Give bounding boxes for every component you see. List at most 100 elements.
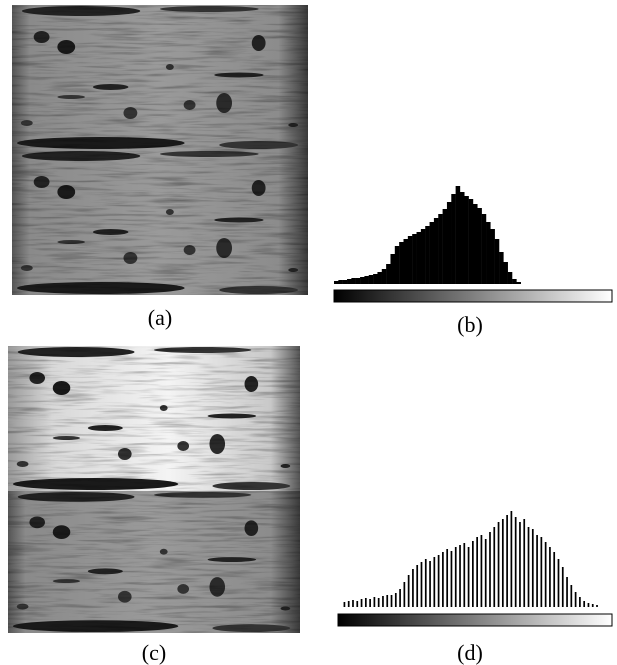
histogram-bar	[507, 272, 513, 284]
histogram-bar	[386, 595, 389, 607]
histogram-bar	[373, 597, 376, 607]
histogram-bar	[463, 543, 466, 607]
histogram-bar	[364, 598, 367, 607]
histogram-bar	[510, 511, 513, 607]
histogram-bar	[442, 552, 444, 607]
histogram-bar	[587, 603, 590, 607]
histogram-bar	[381, 269, 387, 284]
histogram-bar	[512, 279, 517, 284]
histogram-bar	[514, 517, 517, 607]
histogram-bar	[382, 596, 384, 607]
histogram-bar	[579, 597, 581, 607]
histogram-bar	[355, 278, 361, 284]
histogram-bar	[438, 214, 443, 284]
histogram-bar	[596, 605, 598, 607]
histogram-bar	[503, 262, 508, 284]
histogram-bar	[506, 515, 508, 607]
histogram-bar	[377, 272, 382, 284]
histogram-bar	[519, 522, 521, 607]
histogram-bar	[446, 202, 452, 284]
histogram-bar	[455, 186, 461, 284]
histogram-bar	[523, 519, 526, 607]
histogram-bar	[334, 281, 339, 284]
histogram-bar	[459, 192, 465, 284]
histogram-bar	[403, 582, 406, 607]
histogram-bar	[490, 229, 495, 284]
histogram-bar	[486, 222, 491, 284]
histogram	[343, 511, 598, 607]
histogram-bar	[489, 532, 491, 607]
histogram-bar	[356, 601, 359, 607]
histogram-bar	[360, 599, 363, 607]
histogram-bar	[467, 547, 470, 607]
histogram-bar	[481, 214, 487, 284]
histogram-bar	[399, 242, 404, 284]
histogram-bar	[493, 527, 496, 607]
histogram-bar	[412, 569, 414, 607]
histogram-bar	[468, 199, 474, 284]
histogram-bar	[342, 280, 348, 284]
histogram-bar	[499, 252, 504, 284]
histogram-bar	[420, 229, 426, 284]
histogram-bar	[570, 585, 573, 607]
histogram-bar	[450, 551, 453, 607]
histogram-bar	[480, 535, 483, 607]
histogram-bar	[497, 522, 500, 607]
histogram-bar	[454, 547, 457, 607]
gray-ramp	[333, 289, 613, 303]
histogram-bar	[424, 559, 427, 607]
histogram-bar	[531, 529, 534, 607]
gray-ramp	[337, 613, 613, 627]
histogram-bar	[583, 601, 586, 607]
histogram-bar	[407, 236, 413, 284]
image-a	[12, 5, 308, 295]
histogram-bar	[394, 593, 397, 607]
histogram-bar	[416, 565, 419, 607]
histogram-bar	[338, 280, 343, 284]
histogram-bar	[451, 194, 456, 284]
histogram-bar	[351, 278, 356, 284]
histogram-bar	[394, 246, 400, 284]
histogram-bar	[494, 239, 500, 284]
histogram-bar	[403, 239, 409, 284]
histogram-bar	[368, 275, 374, 284]
histogram-bar	[544, 542, 547, 607]
caption: (d)	[457, 640, 483, 665]
histogram-bar	[347, 279, 352, 284]
histogram-bar	[407, 575, 410, 607]
histogram-bar	[566, 577, 568, 607]
histogram-bar	[437, 555, 440, 607]
histogram-bar	[390, 254, 396, 284]
histogram-bar	[516, 282, 521, 284]
histogram-bar	[464, 196, 469, 284]
histogram-bar	[399, 589, 401, 607]
caption: (a)	[148, 305, 172, 330]
caption: (b)	[457, 312, 483, 337]
histogram-bar	[591, 604, 594, 607]
histogram-bar	[352, 600, 354, 607]
image-c	[8, 346, 300, 633]
histogram-bar	[390, 595, 393, 607]
histogram-bar	[429, 222, 435, 284]
histogram-bar	[442, 209, 448, 284]
histogram-bar	[540, 537, 543, 607]
histogram-bar	[373, 274, 378, 284]
histogram-bar	[574, 592, 577, 607]
histogram-bar	[501, 519, 504, 607]
histogram-bar	[527, 527, 530, 607]
histogram-bar	[412, 234, 417, 284]
histogram-bar	[476, 537, 478, 607]
histogram-bar	[420, 562, 423, 607]
histogram-bar	[484, 539, 487, 607]
histogram-bar	[386, 264, 391, 284]
histogram-bar	[557, 559, 560, 607]
histogram-bar	[377, 598, 380, 607]
histogram-bar	[364, 276, 369, 284]
histogram-bar	[553, 552, 556, 607]
histogram-bar	[561, 567, 564, 607]
histogram-bar	[360, 277, 365, 284]
histogram-bar	[433, 557, 436, 607]
histogram-bar	[473, 204, 478, 284]
histogram-bar	[472, 541, 474, 607]
